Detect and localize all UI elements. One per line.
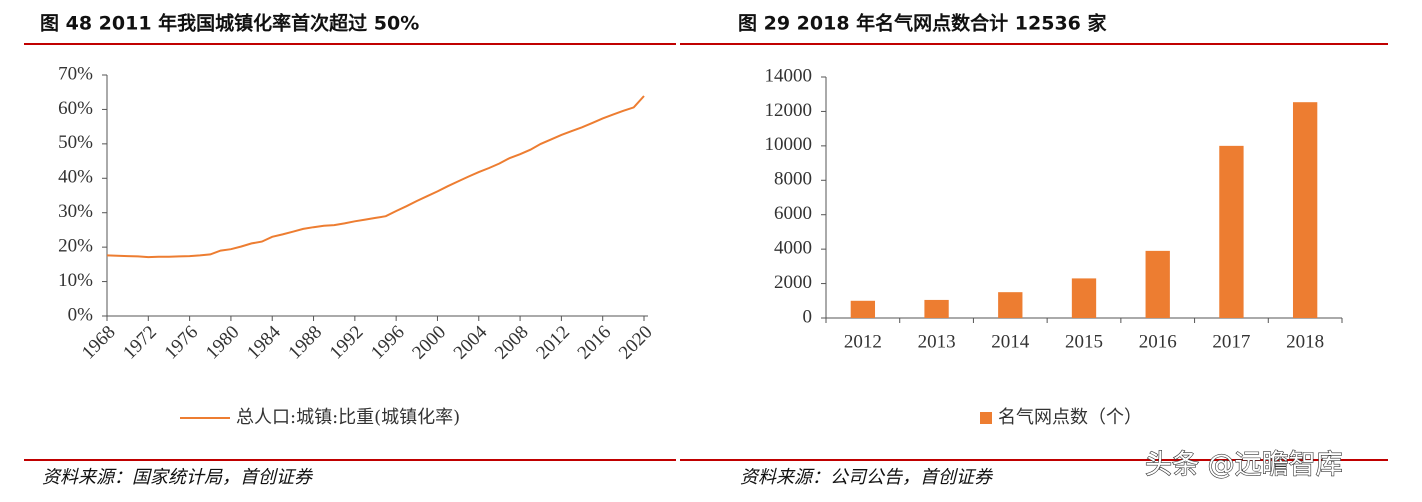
x-tick-label: 2012 xyxy=(532,322,574,364)
x-tick-label: 2004 xyxy=(450,321,492,363)
y-tick-label: 2000 xyxy=(774,272,812,293)
x-tick-label: 2013 xyxy=(918,331,956,352)
bar xyxy=(1219,145,1244,318)
y-tick-label: 20% xyxy=(58,236,93,257)
x-tick-label: 1984 xyxy=(243,321,285,363)
x-tick-label: 1968 xyxy=(78,322,120,364)
x-tick-label: 2012 xyxy=(844,331,882,352)
bar xyxy=(1145,250,1170,318)
y-tick-label: 30% xyxy=(58,201,93,222)
x-tick-label: 1972 xyxy=(119,322,161,364)
y-tick-label: 70% xyxy=(58,63,93,84)
x-tick-label: 2018 xyxy=(1286,331,1324,352)
legend-label: 总人口:城镇:比重(城镇化率) xyxy=(236,407,460,428)
y-tick-label: 4000 xyxy=(774,238,812,259)
x-tick-label: 2020 xyxy=(615,322,657,364)
x-tick-label: 2016 xyxy=(574,322,616,364)
line-series xyxy=(106,95,645,259)
x-tick-label: 2017 xyxy=(1212,331,1250,352)
x-tick-label: 2000 xyxy=(408,322,450,364)
bar xyxy=(1292,102,1318,318)
y-tick-label: 12000 xyxy=(765,100,813,121)
watermark: 头条 @远瞻智库 xyxy=(1145,450,1343,481)
x-tick-label: 1992 xyxy=(326,322,368,364)
y-tick-label: 10% xyxy=(58,270,93,291)
x-tick-label: 1988 xyxy=(284,322,326,364)
bar xyxy=(850,300,876,318)
y-tick-label: 0 xyxy=(803,306,813,327)
y-tick-label: 8000 xyxy=(774,169,812,190)
y-tick-label: 50% xyxy=(58,132,93,153)
legend-swatch xyxy=(980,412,992,424)
bar xyxy=(998,292,1023,318)
x-tick-label: 1996 xyxy=(367,322,409,364)
y-tick-label: 40% xyxy=(58,167,93,188)
x-tick-label: 2008 xyxy=(491,322,533,364)
x-tick-label: 2016 xyxy=(1139,331,1177,352)
x-tick-label: 2014 xyxy=(991,331,1030,352)
bar xyxy=(924,299,949,318)
source: 资料来源：公司公告，首创证券 xyxy=(740,467,994,488)
y-tick-label: 6000 xyxy=(774,203,812,224)
y-tick-label: 0% xyxy=(68,304,94,325)
source: 资料来源：国家统计局，首创证券 xyxy=(42,467,314,488)
x-tick-label: 1980 xyxy=(202,322,244,364)
chart-title: 图 48 2011 年我国城镇化率首次超过 50% xyxy=(40,12,419,35)
chart-title: 图 29 2018 年名气网点数合计 12536 家 xyxy=(738,12,1107,35)
y-tick-label: 60% xyxy=(58,98,93,119)
y-tick-label: 14000 xyxy=(765,65,813,86)
x-tick-label: 2015 xyxy=(1065,331,1103,352)
legend-label: 名气网点数（个） xyxy=(998,407,1142,428)
x-tick-label: 1976 xyxy=(161,322,203,364)
y-tick-label: 10000 xyxy=(765,134,813,155)
bar xyxy=(1071,278,1097,318)
